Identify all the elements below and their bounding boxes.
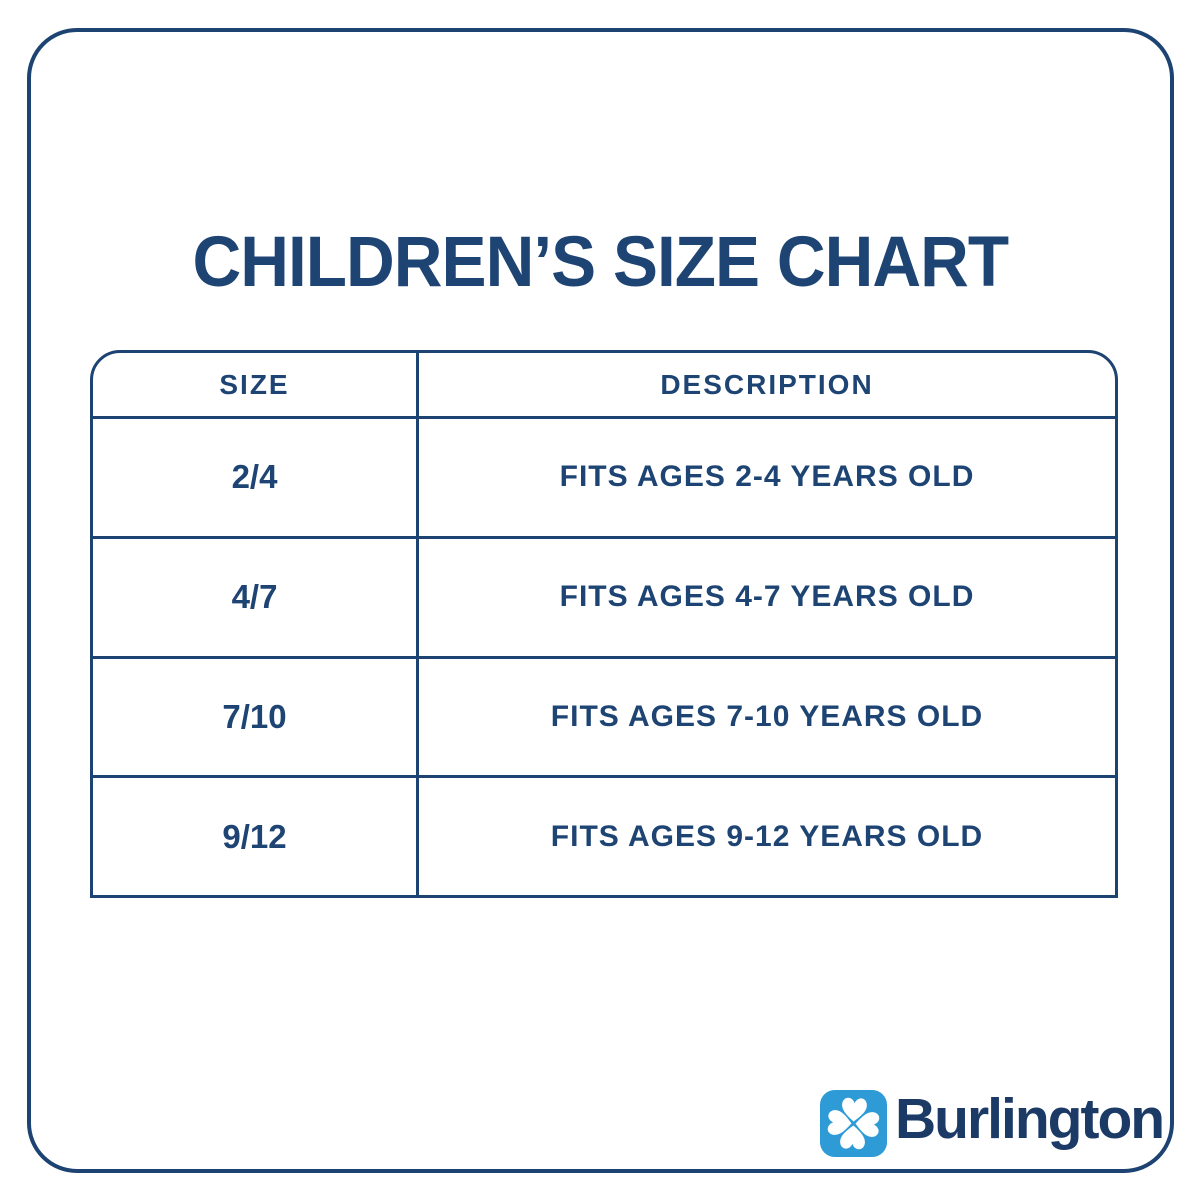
page-title-text: CHILDREN’S SIZE CHART (192, 223, 1009, 302)
page-title: CHILDREN’S SIZE CHART (0, 222, 1200, 303)
size-value: 4/7 (93, 538, 419, 656)
table-row: 9/12 FITS AGES 9-12 YEARS OLD (93, 775, 1115, 895)
brand-wordmark: Burlington (895, 1086, 1165, 1151)
table-row: 4/7 FITS AGES 4-7 YEARS OLD (93, 535, 1115, 656)
size-value: 7/10 (93, 658, 419, 776)
header-description: DESCRIPTION (660, 368, 874, 400)
size-chart-table: SIZE DESCRIPTION 2/4 FITS AGES 2-4 YEARS… (90, 350, 1118, 898)
size-value: 2/4 (93, 419, 419, 536)
brand-logo: Burlington (820, 1086, 1165, 1158)
description-value: FITS AGES 9-12 YEARS OLD (550, 819, 984, 853)
burlington-clover-icon (820, 1089, 887, 1157)
description-value: FITS AGES 2-4 YEARS OLD (559, 460, 975, 494)
page-border-frame (27, 28, 1174, 1173)
table-row: 2/4 FITS AGES 2-4 YEARS OLD (93, 416, 1115, 536)
description-value: FITS AGES 7-10 YEARS OLD (550, 699, 984, 733)
description-value: FITS AGES 4-7 YEARS OLD (559, 580, 975, 614)
header-size: SIZE (93, 353, 419, 416)
table-row: 7/10 FITS AGES 7-10 YEARS OLD (93, 655, 1115, 776)
size-value: 9/12 (93, 778, 419, 895)
table-header-row: SIZE DESCRIPTION (93, 353, 1115, 416)
